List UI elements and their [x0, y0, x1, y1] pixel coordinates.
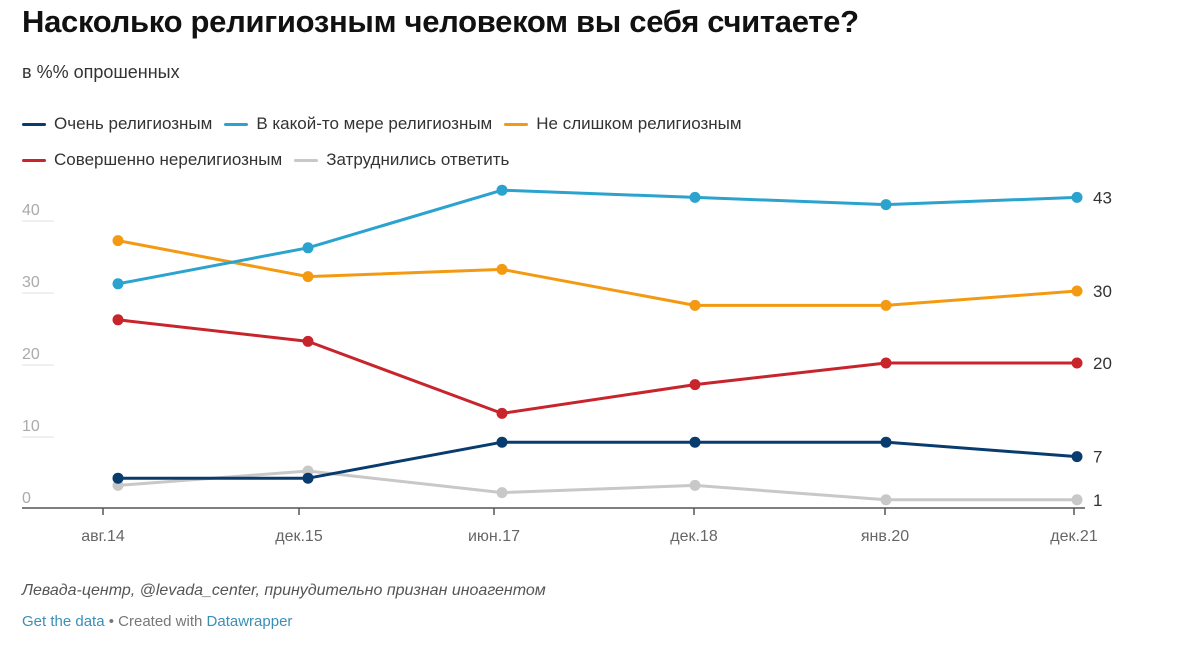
legend-row: Очень религиозным В какой-то мере религи…	[22, 106, 922, 142]
series-line	[117, 239, 1078, 307]
x-tick-label: дек.15	[275, 528, 323, 545]
end-value-label: 43	[1093, 188, 1112, 207]
data-point	[302, 242, 314, 254]
legend-item-not-very-religious: Не слишком религиозным	[504, 114, 742, 134]
legend-label: Совершенно нерелигиозным	[54, 150, 283, 169]
legend-label: Очень религиозным	[54, 114, 213, 133]
x-tick-label: дек.18	[670, 528, 718, 545]
data-point	[496, 407, 508, 419]
y-tick-label: 10	[22, 418, 40, 435]
x-tick-label: июн.17	[468, 528, 520, 545]
datawrapper-link[interactable]: Datawrapper	[206, 613, 293, 630]
legend-item-somewhat-religious: В какой-то мере религиозным	[224, 114, 492, 134]
end-value-label: 1	[1093, 491, 1102, 510]
data-point	[689, 436, 701, 448]
legend-swatch	[22, 122, 46, 126]
data-point	[302, 472, 314, 484]
data-point	[112, 235, 124, 247]
data-point	[1071, 451, 1083, 463]
x-tick-label: дек.21	[1050, 528, 1098, 545]
legend-item-very-religious: Очень религиозным	[22, 114, 212, 134]
legend-item-not-religious: Совершенно нерелигиозным	[22, 150, 282, 170]
data-point	[1071, 357, 1083, 369]
data-point	[112, 314, 124, 326]
legend-swatch	[504, 122, 529, 126]
legend-label: Не слишком религиозным	[536, 114, 742, 133]
data-point	[689, 299, 701, 311]
data-point	[302, 335, 314, 347]
data-point	[689, 479, 701, 491]
data-point	[880, 494, 892, 506]
data-point	[880, 436, 892, 448]
y-tick-label: 30	[22, 274, 40, 291]
data-point	[880, 199, 892, 211]
series-line	[117, 469, 1077, 502]
legend-swatch	[294, 158, 319, 162]
data-point	[1071, 191, 1083, 203]
series-line	[117, 318, 1077, 415]
legend-label: Затруднились ответить	[326, 150, 510, 169]
data-point	[112, 472, 124, 484]
line-chart: 0 10 20 30 40 авг.14 дек.15 июн.17 дек.18 янв.20 д…	[22, 184, 1112, 545]
series-line	[117, 188, 1078, 286]
source-note: Левада-центр, @levada_center, принудител…	[22, 582, 546, 599]
series-line	[118, 440, 1078, 480]
data-point	[689, 379, 701, 391]
y-tick-label: 40	[22, 202, 40, 219]
legend-label: В какой-то мере религиозным	[256, 114, 493, 133]
data-point	[1071, 285, 1083, 297]
data-point	[496, 487, 508, 499]
data-point	[689, 191, 701, 203]
legend-item-hard-to-say: Затруднились ответить	[294, 150, 509, 170]
end-value-label: 7	[1093, 448, 1102, 467]
data-point	[112, 278, 124, 290]
get-data-link[interactable]: Get the data	[22, 613, 105, 630]
legend-swatch	[224, 122, 249, 126]
data-point	[496, 436, 508, 448]
data-point	[1071, 494, 1083, 506]
data-point	[496, 184, 508, 196]
data-point	[880, 299, 892, 311]
end-value-label: 20	[1093, 354, 1112, 373]
legend: Очень религиозным В какой-то мере религи…	[22, 106, 922, 178]
x-tick-label: янв.20	[861, 528, 909, 545]
chart-title: Насколько религиозным человеком вы себя …	[22, 4, 859, 39]
y-tick-label: 20	[22, 346, 40, 363]
data-point	[880, 357, 892, 369]
legend-row: Совершенно нерелигиозным Затруднились от…	[22, 142, 922, 178]
x-tick-label: авг.14	[81, 528, 125, 545]
legend-swatch	[22, 158, 46, 162]
footer: Get the data • Created with Datawrapper	[22, 613, 292, 630]
y-tick-label: 0	[22, 490, 31, 507]
data-point	[496, 263, 508, 275]
end-value-label: 30	[1093, 282, 1112, 301]
chart-subtitle: в %% опрошенных	[22, 62, 180, 82]
data-point	[302, 271, 314, 283]
footer-separator: • Created with	[104, 613, 207, 630]
